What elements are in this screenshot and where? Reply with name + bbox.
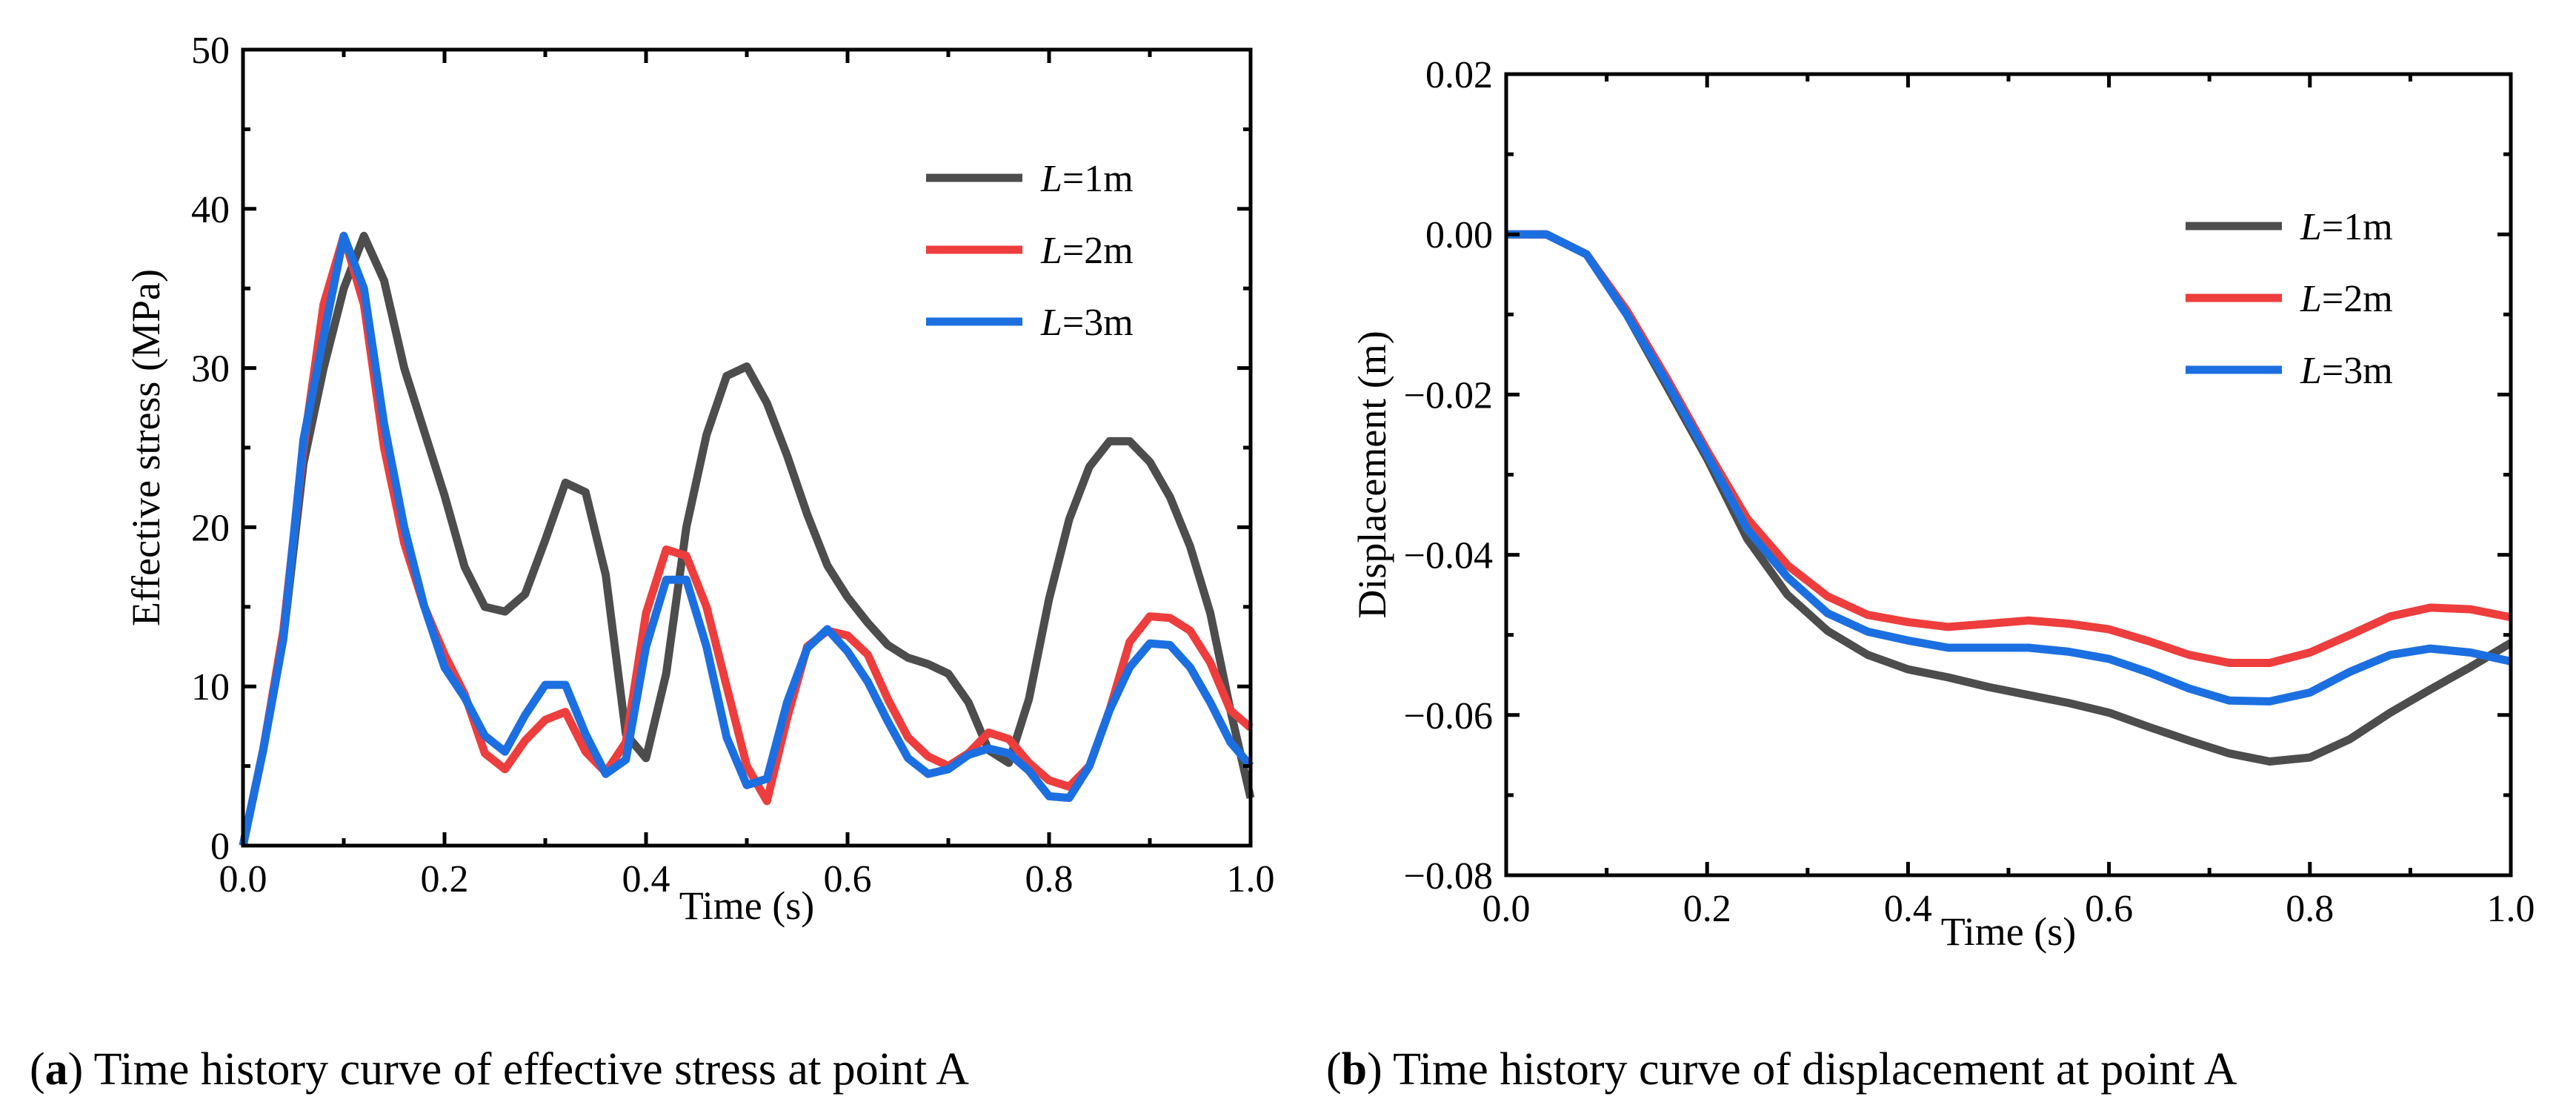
- x-tick-label: 0.6: [824, 858, 872, 900]
- x-tick-label: 1.0: [2487, 888, 2535, 930]
- caption-part: b: [1342, 1044, 1367, 1095]
- caption-part: ) Time history curve of displacement at …: [1367, 1044, 2237, 1095]
- y-tick-label: 0.00: [1425, 214, 1493, 256]
- legend-label-italic: L: [1040, 302, 1062, 344]
- legend-label-rest: =1m: [2322, 206, 2393, 248]
- y-axis-label: Effective stress (MPa): [124, 269, 168, 626]
- y-tick-label: 10: [191, 666, 230, 709]
- x-tick-label: 1.0: [1227, 858, 1275, 900]
- legend-label-italic: L: [2300, 206, 2322, 248]
- y-tick-label: 0: [210, 826, 230, 868]
- y-tick-label: 0.02: [1425, 54, 1493, 96]
- legend-label: L=1m: [2300, 206, 2393, 248]
- y-tick-label: −0.02: [1404, 374, 1493, 417]
- x-tick-label: 0.2: [1683, 888, 1731, 930]
- y-axis-label: Displacement (m): [1350, 331, 1394, 618]
- caption-part: (: [30, 1044, 45, 1095]
- legend: L=1mL=2mL=3m: [926, 158, 1134, 344]
- legend: L=1mL=2mL=3m: [2186, 206, 2393, 392]
- legend-label-rest: =3m: [1062, 302, 1134, 344]
- y-tick-label: 20: [191, 507, 230, 549]
- caption-part: a: [45, 1044, 68, 1095]
- legend-label: L=3m: [2300, 350, 2393, 392]
- chart-a: 0.0 0.2 0.4 0.6 0.8 1.0 0 10 20 30 40 50 Time (s) Eff…: [30, 30, 1275, 1095]
- plot-frame: [1504, 72, 2513, 877]
- legend-label: L=3m: [1040, 302, 1134, 344]
- legend-label-rest: =1m: [1062, 158, 1134, 200]
- x-axis-label: Time (s): [1941, 909, 2077, 954]
- legend-label: L=2m: [2300, 278, 2393, 320]
- legend-label-rest: =3m: [2322, 350, 2393, 392]
- legend-label-rest: =2m: [1062, 230, 1134, 272]
- figure-caption: (a) Time history curve of effective stre…: [30, 1044, 969, 1095]
- x-tick-label: 0.8: [1025, 858, 1074, 900]
- legend-label-italic: L: [2300, 278, 2322, 320]
- y-tick-label: −0.04: [1404, 535, 1493, 577]
- chart-b: 0.0 0.2 0.4 0.6 0.8 1.0 −0.08 −0.06 −0.04 −0.02 0.…: [1326, 54, 2535, 1095]
- x-axis-label: Time (s): [679, 883, 815, 928]
- legend-label-rest: =2m: [2322, 278, 2393, 320]
- x-tick-label: 0.0: [219, 858, 267, 900]
- caption-part: (: [1326, 1044, 1342, 1095]
- x-tick-label: 0.2: [421, 858, 469, 900]
- x-tick-label: 0.8: [2286, 888, 2334, 930]
- caption-part: ) Time history curve of effective stress…: [68, 1044, 969, 1095]
- y-tick-label: 40: [191, 189, 230, 231]
- y-tick-label: −0.08: [1404, 855, 1493, 897]
- y-tick-label: 50: [191, 30, 230, 72]
- legend-label: L=1m: [1040, 158, 1134, 200]
- series-line-3: [1506, 230, 2512, 706]
- legend-label-italic: L: [2300, 350, 2322, 392]
- x-tick-label: 0.6: [2085, 888, 2133, 930]
- series-line-3: [239, 231, 1254, 847]
- x-tick-label: 0.4: [622, 858, 670, 900]
- series-line-1: [239, 231, 1255, 847]
- legend-label-italic: L: [1040, 230, 1062, 272]
- y-tick-label: 30: [191, 348, 230, 391]
- figure-caption: (b) Time history curve of displacement a…: [1326, 1044, 2237, 1095]
- x-tick-label: 0.0: [1482, 888, 1531, 930]
- x-tick-label: 0.4: [1884, 888, 1932, 930]
- y-tick-label: −0.06: [1404, 695, 1493, 737]
- legend-label-italic: L: [1040, 158, 1062, 200]
- legend-label: L=2m: [1040, 230, 1134, 272]
